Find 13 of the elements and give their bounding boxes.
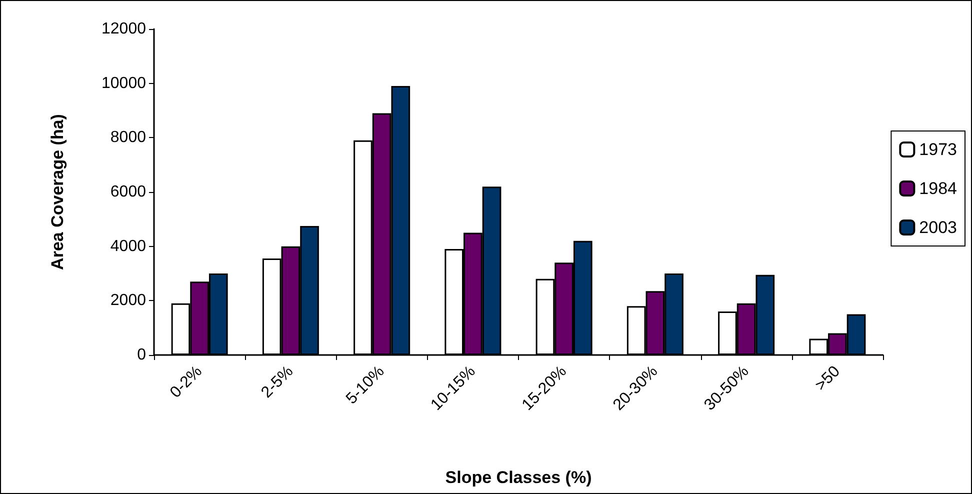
y-tick-label: 10000 <box>102 74 146 92</box>
x-tick-label: >50 <box>812 362 844 394</box>
legend-label: 2003 <box>919 218 958 237</box>
x-axis-title: Slope Classes (%) <box>445 468 592 487</box>
y-tick-label: 0 <box>137 346 146 364</box>
y-axis-title: Area Coverage (ha) <box>48 114 67 270</box>
y-tick-label: 4000 <box>110 238 146 255</box>
y-tick-label: 12000 <box>102 20 146 38</box>
y-tick-label: 8000 <box>110 129 146 146</box>
y-tick-label: 2000 <box>110 292 146 310</box>
y-tick-label: 6000 <box>110 184 146 200</box>
legend-label: 1973 <box>919 140 958 159</box>
legend-label: 1984 <box>919 179 958 198</box>
